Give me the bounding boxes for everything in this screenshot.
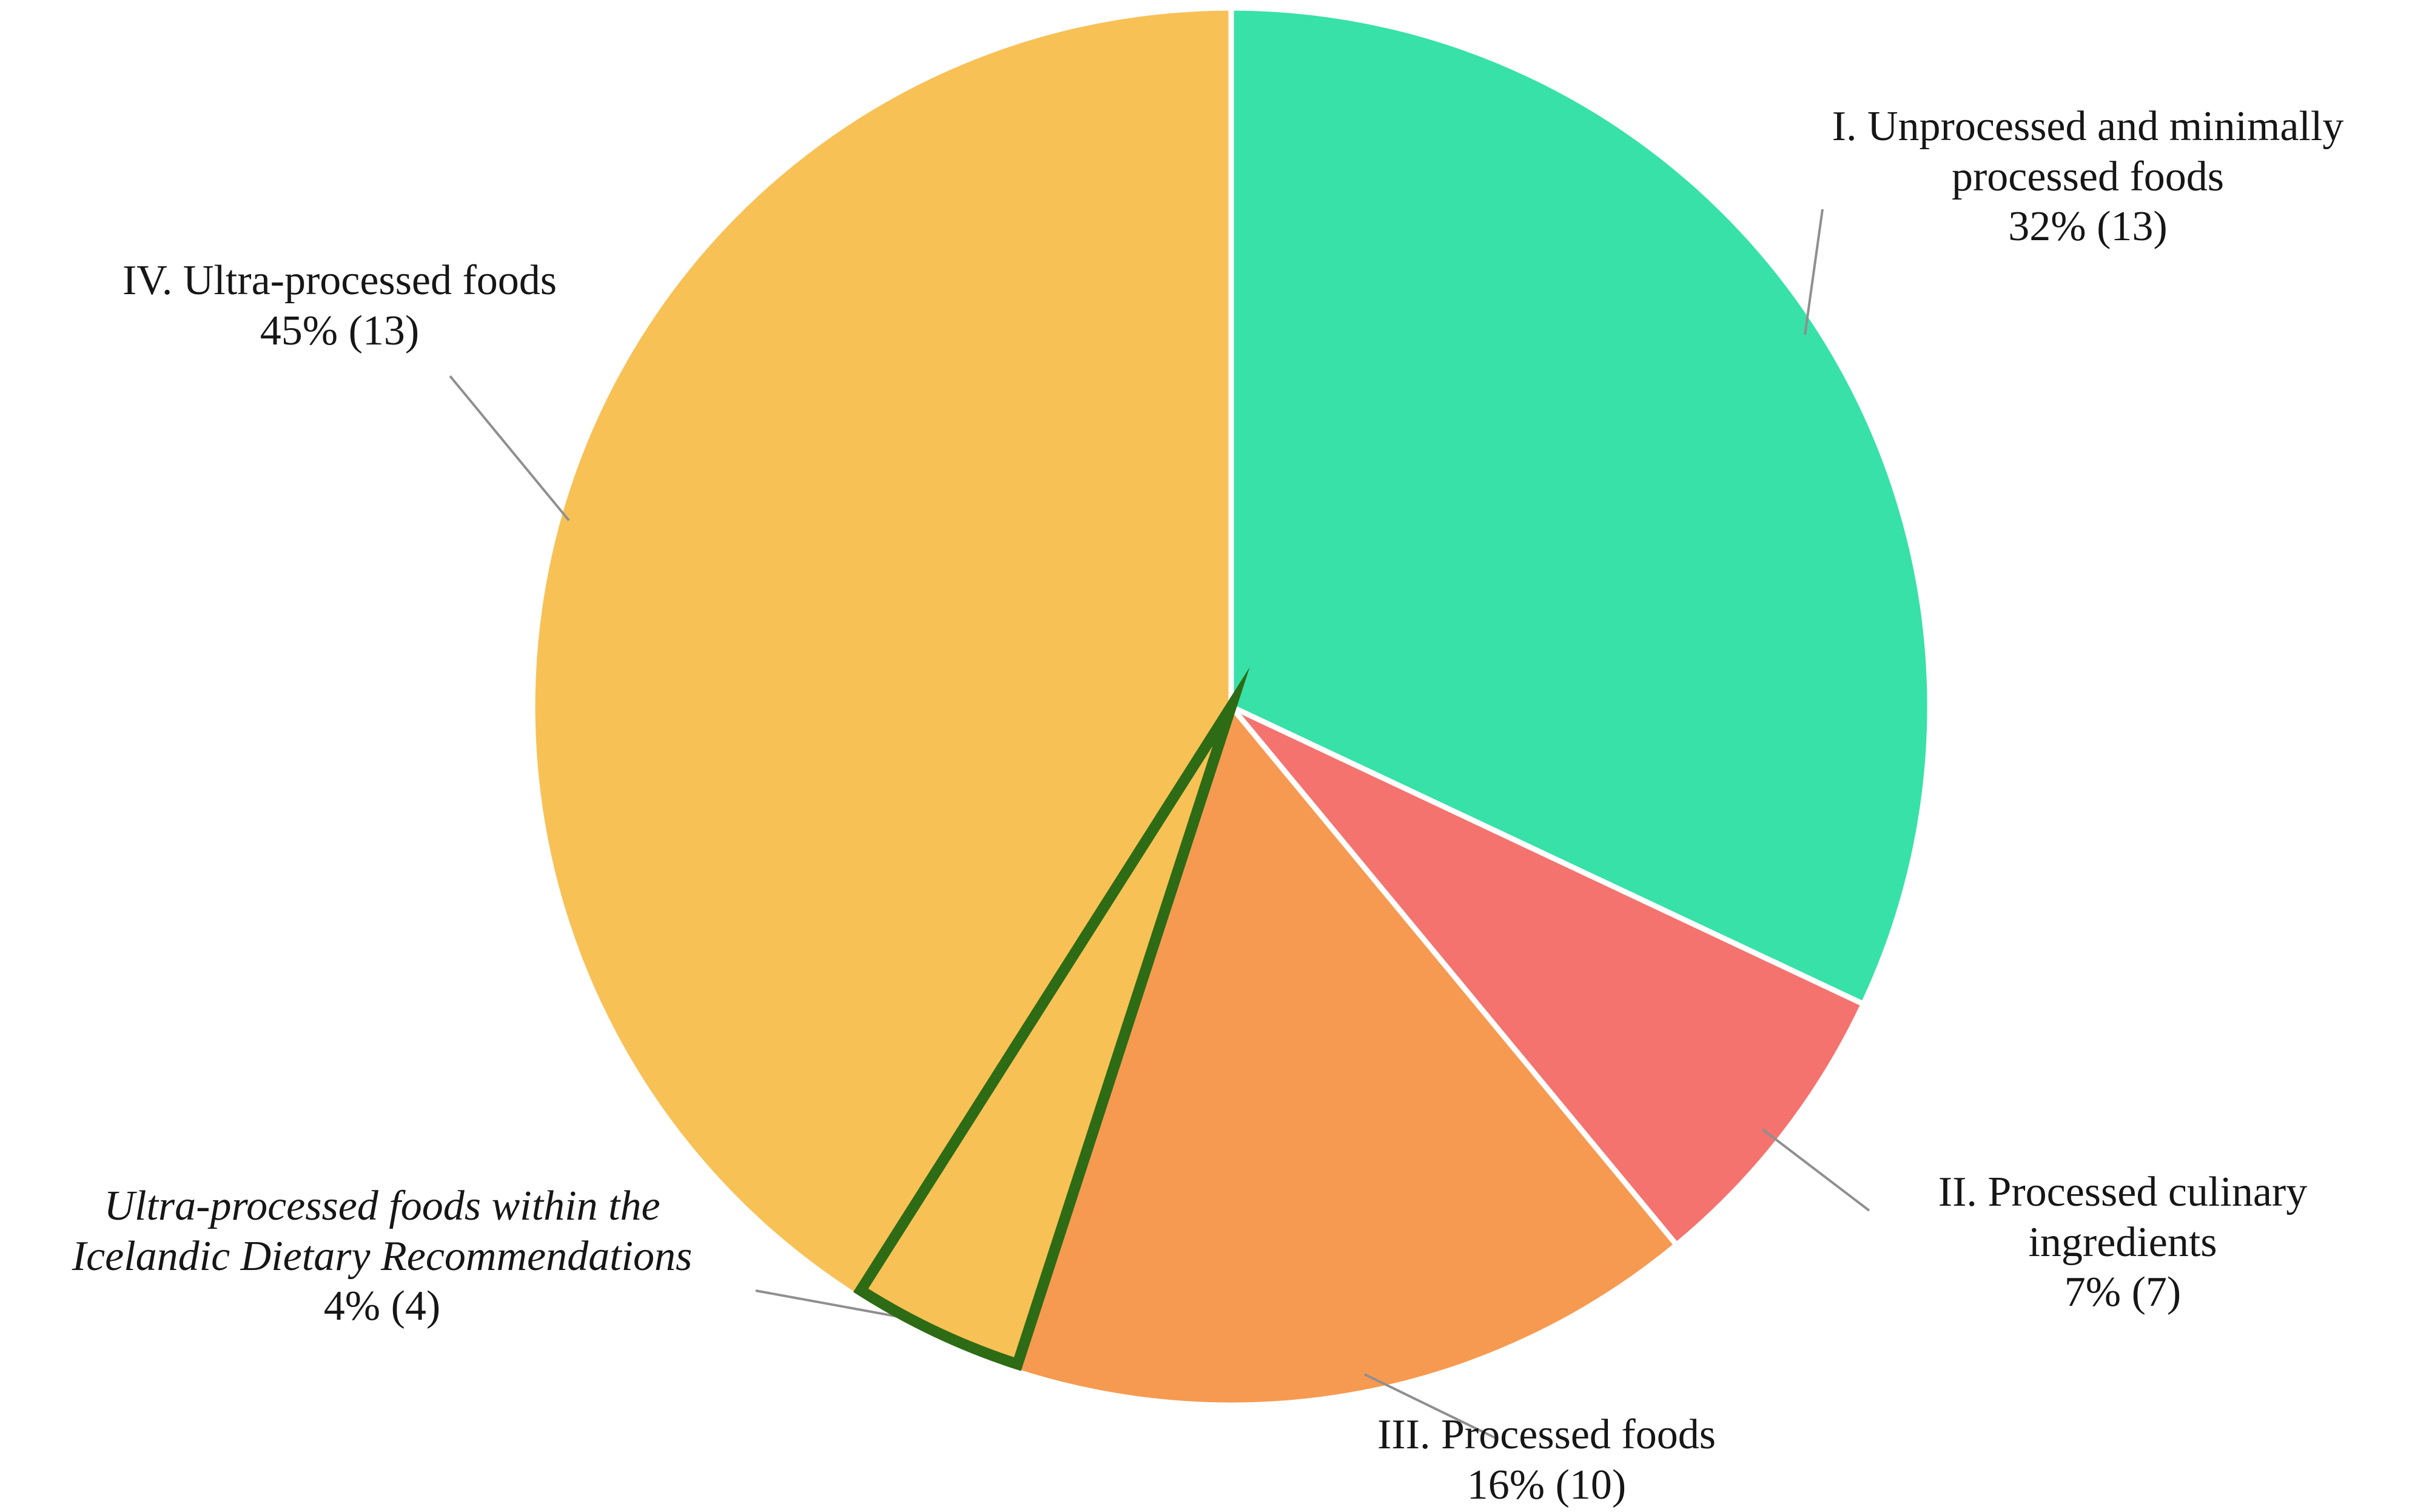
slice-label-text: processed foods (1951, 153, 2225, 200)
leader-line (1364, 1373, 1497, 1440)
slice-label-processed: III. Processed foods 16% (10) (1298, 1410, 1795, 1510)
leader-line (449, 375, 570, 522)
slice-label-culinary: II. Processed culinary ingredients 7% (7… (1844, 1168, 2402, 1318)
slice-percent: 16% (10) (1466, 1461, 1627, 1508)
leader-line (1761, 1128, 1870, 1212)
pie-slice-3 (1012, 704, 1679, 1408)
slice-label-text: ingredients (2028, 1218, 2217, 1266)
highlight-wedge (853, 667, 1250, 1371)
highlight-label-text: Icelandic Dietary Recommendations (72, 1232, 693, 1280)
pie-slice-1 (1228, 5, 1933, 1007)
highlight-wedge-layer (853, 667, 1250, 1371)
leader-line (1804, 209, 1824, 335)
slice-label-text: I. Unprocessed and minimally (1832, 103, 2344, 150)
slice-label-text: II. Processed culinary (1938, 1169, 2308, 1215)
slice-label-unprocessed: I. Unprocessed and minimally processed f… (1747, 102, 2429, 252)
slice-percent: 32% (13) (2008, 203, 2168, 250)
slice-percent: 7% (7) (2064, 1269, 2182, 1316)
slice-label-text: IV. Ultra-processed foods (122, 257, 557, 304)
highlight-label: Ultra-processed foods within the Iceland… (0, 1181, 764, 1332)
slice-label-text: III. Processed foods (1377, 1411, 1716, 1458)
slice-label-ultraprocessed: IV. Ultra-processed foods 45% (13) (61, 256, 619, 356)
highlight-label-text: Ultra-processed foods within the (104, 1183, 660, 1229)
leader-lines (449, 209, 1870, 1440)
highlight-percent: 4% (4) (323, 1283, 441, 1330)
slice-percent: 45% (13) (260, 307, 420, 354)
pie-slice-2 (1228, 704, 1866, 1248)
